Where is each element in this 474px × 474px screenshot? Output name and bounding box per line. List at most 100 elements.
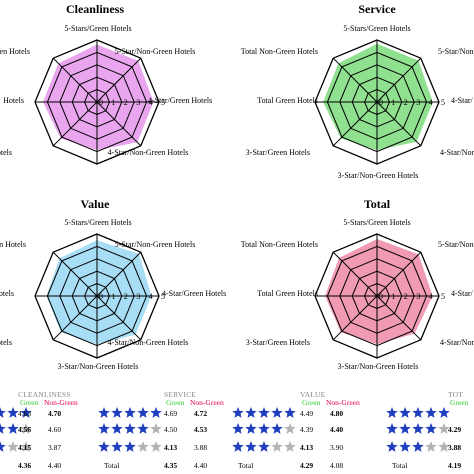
rating-star <box>150 423 162 434</box>
axis-label: 5-Stars/Green Hotels <box>64 218 131 227</box>
tick-label: 5 <box>441 98 445 107</box>
value-nongreen: 4.08 <box>330 461 343 470</box>
spoke <box>332 101 378 147</box>
tick-label: 2 <box>404 292 408 301</box>
rating-star <box>20 441 32 452</box>
axis-label: 3-Star/Green Hotels <box>246 148 310 157</box>
tick-label: 0 <box>99 98 103 107</box>
rating-star <box>98 407 110 418</box>
legend-green: Green <box>20 398 39 407</box>
axis-label: n Hotels <box>0 289 14 298</box>
rating-star <box>124 441 136 452</box>
axis-label: 3-Star/Green Hotels <box>0 338 12 347</box>
axis-label: 4-Star/Non-Green Hotels <box>108 148 189 157</box>
rating-star <box>412 441 424 452</box>
value-green: 3.88 <box>448 443 461 452</box>
tick-label: 1 <box>391 98 395 107</box>
radar-chart-2: Value 0 1 2 3 4 5 5-Stars/Green Hotels 5-Star/No… <box>0 197 226 371</box>
rating-star <box>137 441 149 452</box>
rating-star <box>399 423 411 434</box>
rating-star <box>232 407 244 418</box>
rating-star <box>124 407 136 418</box>
axis-label: 5-Star/Non-Green Hotels <box>115 47 196 56</box>
tick-label: 1 <box>111 292 115 301</box>
rating-star <box>98 423 110 434</box>
rating-star <box>245 407 257 418</box>
tick-label: 5 <box>441 292 445 301</box>
value-nongreen: 3.87 <box>48 443 61 452</box>
spoke <box>96 57 142 103</box>
axis-label: 3-Star/Green Hotels <box>0 148 12 157</box>
tick-label: 2 <box>124 292 128 301</box>
axis-label: Green Hotels <box>0 240 26 249</box>
legend-nongreen: Non-Green <box>326 398 360 407</box>
rating-star <box>98 441 110 452</box>
axis-label: Total Non-Green Hotels <box>241 240 318 249</box>
rating-star <box>111 407 123 418</box>
axis-label: 4-Star/Green Hotels <box>148 96 212 105</box>
tick-label: 1 <box>111 98 115 107</box>
radar-title: Service <box>358 2 396 16</box>
total-label: Total <box>392 461 407 470</box>
spoke <box>96 251 142 297</box>
rating-star <box>258 423 270 434</box>
tick-label: 4 <box>429 98 433 107</box>
value-green: 4.56 <box>18 425 31 434</box>
value-nongreen: 4.72 <box>194 409 207 418</box>
spoke <box>52 101 98 147</box>
rating-star <box>412 423 424 434</box>
axis-label: Total Green Hotels <box>257 289 318 298</box>
legend-nongreen: Non-Green <box>44 398 78 407</box>
rating-star <box>111 423 123 434</box>
rating-star <box>438 441 450 452</box>
axis-label: 4-Star/ <box>451 96 474 105</box>
rating-star <box>258 407 270 418</box>
data-area <box>42 44 154 150</box>
value-nongreen: 3.90 <box>330 443 343 452</box>
rating-star <box>150 407 162 418</box>
total-label: Total <box>104 461 119 470</box>
rating-star <box>425 441 437 452</box>
axis-label: 4-Star/ <box>451 289 474 298</box>
rating-star <box>232 441 244 452</box>
rating-star <box>0 423 6 434</box>
value-nongreen: 4.40 <box>330 425 343 434</box>
rating-star <box>284 441 296 452</box>
tick-label: 2 <box>124 98 128 107</box>
axis-label: Total Green Hotels <box>257 96 318 105</box>
spoke <box>332 295 378 341</box>
table-header: TOT <box>448 390 463 399</box>
axis-label: Total Non-Green Hotels <box>241 47 318 56</box>
tick-label: 4 <box>429 292 433 301</box>
rating-star <box>425 423 437 434</box>
data-area <box>325 239 433 345</box>
tick-label: 5 <box>161 292 165 301</box>
radar-chart-0: Cleanliness 0 1 2 3 4 5 5-Stars/Green Hotels 5-S… <box>0 2 212 165</box>
axis-label: 5-Star/Non-Green Hotels <box>115 240 196 249</box>
tick-label: 2 <box>404 98 408 107</box>
spoke <box>332 57 378 103</box>
tick-label: 3 <box>136 292 140 301</box>
legend-green: Green <box>302 398 321 407</box>
data-area <box>323 43 433 151</box>
axis-label: 5-Star/Non-C <box>438 240 474 249</box>
spoke <box>52 251 98 297</box>
value-green: 4.39 <box>300 425 313 434</box>
value-green: 4.69 <box>164 409 177 418</box>
value-green: 4.50 <box>164 425 177 434</box>
value-nongreen: 4.53 <box>194 425 207 434</box>
legend-nongreen: Non-Green <box>190 398 224 407</box>
axis-label: 5-Stars/Green Hotels <box>343 218 410 227</box>
radar-title: Cleanliness <box>66 2 124 16</box>
spoke <box>376 101 422 147</box>
table-header: VALUE <box>300 390 326 399</box>
table-header: CLEANLINESS <box>18 390 71 399</box>
rating-star <box>271 407 283 418</box>
rating-star <box>7 407 19 418</box>
value-green: 4.13 <box>164 443 177 452</box>
value-green: 4.35 <box>164 461 177 470</box>
value-green: 4.15 <box>18 443 31 452</box>
axis-label: Green Hotels <box>0 47 30 56</box>
